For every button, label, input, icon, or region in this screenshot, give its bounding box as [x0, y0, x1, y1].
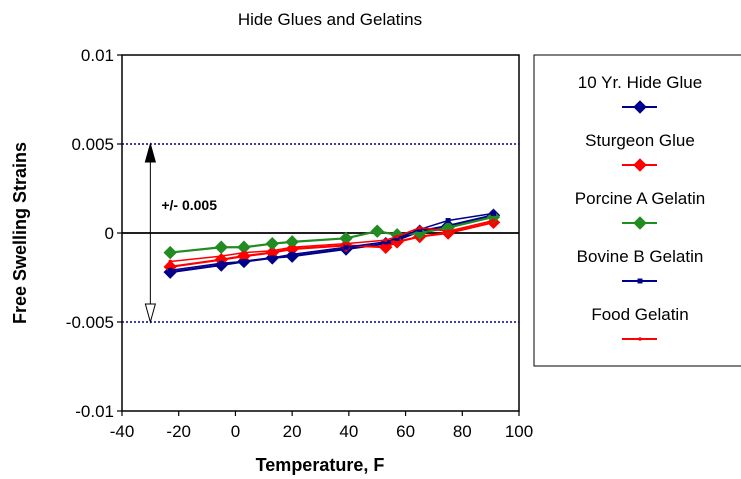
- legend-label-2: Porcine A Gelatin: [575, 189, 705, 208]
- y-tick-label-1: -0.005: [66, 313, 114, 332]
- series-1-point-6: [379, 240, 393, 254]
- annotation-arrow-down: [144, 303, 157, 324]
- series-2-point-0: [163, 245, 177, 260]
- y-tick-label-3: 0.005: [71, 135, 114, 154]
- legend-swatch-marker-0: [633, 100, 647, 114]
- legend-label-4: Food Gelatin: [591, 305, 688, 324]
- series-3-point-0: [167, 267, 173, 273]
- series-2: [163, 210, 501, 260]
- annotation-arrow-up: [144, 142, 157, 163]
- x-tick-label-6: 80: [453, 422, 472, 441]
- legend-swatch-marker-2: [633, 216, 647, 230]
- x-axis-label: Temperature, F: [256, 455, 385, 475]
- series-4-point-1: [219, 254, 224, 258]
- plot-area: +/- 0.005: [121, 54, 520, 412]
- series-4-point-10: [491, 218, 496, 223]
- series-3-point-5: [343, 244, 349, 250]
- annotation-label: +/- 0.005: [161, 197, 217, 213]
- chart-title: Hide Glues and Gelatins: [238, 10, 422, 29]
- x-tick-label-7: 100: [505, 422, 533, 441]
- y-tick-label-4: 0.01: [81, 46, 114, 65]
- legend-label-1: Sturgeon Glue: [585, 131, 695, 150]
- series-4-point-9: [446, 229, 450, 234]
- x-tick-label-1: -20: [166, 422, 191, 441]
- series-2-point-6: [370, 224, 384, 238]
- series-4-point-8: [417, 225, 422, 230]
- series-4-point-2: [242, 250, 246, 255]
- series-3-point-2: [241, 258, 247, 264]
- legend-swatch-marker-3: [637, 278, 643, 284]
- series-3-point-9: [445, 218, 451, 224]
- series-4-point-5: [344, 241, 348, 246]
- series-4-point-3: [270, 249, 275, 253]
- x-tick-label-4: 40: [339, 422, 358, 441]
- series-4-point-7: [395, 234, 399, 239]
- annotation: +/- 0.005: [144, 142, 217, 324]
- axis-ticks: -40 -20 0 20 40 60 80 100 -0.01 -0.005 0 0.005 0.01: [66, 46, 533, 441]
- series-3-point-10: [490, 210, 496, 216]
- y-tick-label-2: 0: [105, 224, 114, 243]
- legend-label-0: 10 Yr. Hide Glue: [578, 73, 702, 92]
- legend-label-3: Bovine B Gelatin: [577, 247, 704, 266]
- x-tick-label-0: -40: [110, 422, 135, 441]
- series-3-point-1: [218, 260, 224, 266]
- series-2-point-1: [214, 240, 228, 254]
- series-4-point-6: [383, 238, 388, 242]
- series-4-point-0: [168, 259, 173, 264]
- series-4: [168, 218, 496, 264]
- series-3-point-4: [289, 251, 295, 257]
- series-3-point-3: [269, 255, 275, 261]
- x-tick-label-2: 0: [231, 422, 240, 441]
- y-axis-label: Free Swelling Strains: [10, 142, 30, 324]
- series-4-point-4: [290, 245, 294, 250]
- x-tick-label-5: 60: [396, 422, 415, 441]
- series-layer: [163, 208, 501, 279]
- legend-swatch-marker-1: [633, 158, 647, 172]
- x-tick-label-3: 20: [283, 422, 302, 441]
- y-tick-label-0: -0.01: [75, 402, 114, 421]
- legend-swatch-marker-4: [638, 337, 642, 341]
- legend: 10 Yr. Hide Glue Sturgeon Glue Porcine A G…: [533, 54, 741, 367]
